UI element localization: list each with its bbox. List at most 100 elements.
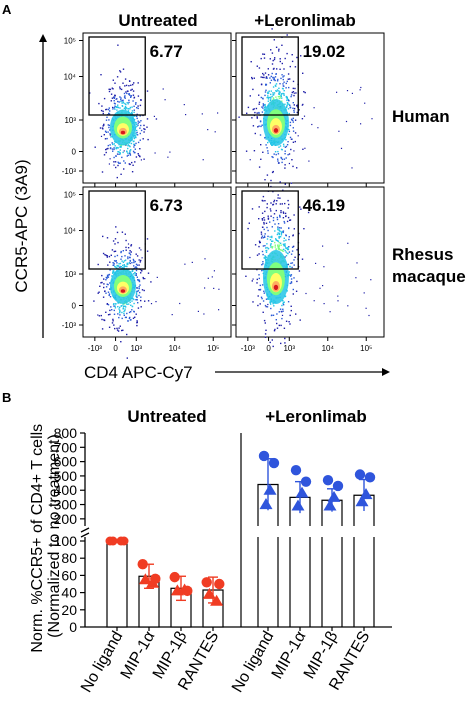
flow-event <box>280 210 282 212</box>
flow-event <box>130 311 132 313</box>
data-point <box>359 488 373 500</box>
flow-event <box>132 164 134 166</box>
flow-event <box>167 156 169 158</box>
flow-event <box>129 106 132 109</box>
flow-event <box>137 122 139 124</box>
flow-event <box>283 240 285 242</box>
flow-event <box>105 119 108 121</box>
flow-event <box>122 329 124 331</box>
data-point <box>322 475 334 486</box>
flow-event <box>251 76 253 79</box>
flow-event <box>287 108 290 110</box>
flow-event <box>264 322 266 324</box>
flow-event <box>294 256 296 258</box>
flow-event <box>279 60 281 63</box>
flow-event <box>114 108 116 110</box>
flow-event <box>133 109 135 111</box>
flow-event <box>123 92 126 95</box>
flow-event <box>275 209 277 212</box>
flow-event <box>286 220 289 223</box>
flow-event <box>263 74 265 76</box>
flow-event <box>263 108 266 111</box>
flow-event <box>132 258 135 261</box>
flow-event <box>264 233 266 235</box>
flow-event <box>144 128 146 131</box>
flow-event <box>142 277 145 280</box>
flow-event <box>263 290 265 292</box>
flow-event <box>135 299 137 301</box>
flow-event <box>283 301 285 303</box>
flow-event <box>169 151 171 153</box>
flow-event <box>266 174 269 176</box>
flow-event <box>282 230 285 232</box>
flow-event <box>289 274 291 276</box>
flow-event <box>276 327 279 329</box>
flow-y-tick-label: -10³ <box>62 321 77 330</box>
flow-event <box>143 131 145 133</box>
flow-event <box>319 287 321 289</box>
flow-event <box>270 301 272 303</box>
flow-event <box>124 85 126 87</box>
flow-event <box>108 88 110 90</box>
flow-event <box>267 96 270 99</box>
flow-event <box>286 104 288 106</box>
flow-event <box>315 262 317 264</box>
flow-event <box>107 304 110 306</box>
flow-event <box>213 287 215 289</box>
flow-plot-frame <box>82 186 232 338</box>
flow-event <box>272 219 275 222</box>
flow-event <box>269 58 271 60</box>
flow-event <box>115 106 117 108</box>
flow-event <box>281 74 283 76</box>
flow-event <box>119 309 121 312</box>
flow-event <box>109 261 111 263</box>
flow-x-tick-label: 10⁴ <box>322 344 335 353</box>
flow-event <box>262 195 265 198</box>
flow-event <box>266 238 269 240</box>
flow-event <box>137 82 139 84</box>
flow-event <box>116 264 118 267</box>
flow-event <box>263 221 265 224</box>
flow-event <box>293 107 296 110</box>
flow-event <box>271 144 273 146</box>
flow-event <box>121 100 123 102</box>
flow-event <box>136 276 138 278</box>
flow-event <box>264 179 266 181</box>
flow-event <box>274 223 276 225</box>
flow-event <box>113 96 116 98</box>
data-point <box>263 483 277 495</box>
flow-event <box>103 154 106 156</box>
flow-event <box>140 249 142 251</box>
data-point <box>137 559 148 570</box>
flow-event <box>133 137 136 140</box>
flow-event <box>121 317 123 320</box>
flow-event <box>118 316 120 319</box>
flow-event <box>125 246 127 249</box>
flow-event <box>269 244 272 246</box>
flow-event <box>329 311 331 313</box>
flow-event <box>238 116 240 118</box>
flow-event <box>130 304 132 306</box>
flow-event <box>139 127 141 129</box>
flow-event <box>128 262 131 264</box>
flow-event <box>269 99 272 101</box>
flow-event <box>288 251 291 253</box>
flow-event <box>265 89 267 91</box>
flow-event <box>110 100 112 102</box>
flow-event <box>308 160 310 162</box>
flow-event <box>257 126 259 128</box>
flow-event <box>139 291 141 294</box>
flow-event <box>277 158 279 160</box>
flow-gate <box>88 36 146 116</box>
flow-event <box>131 309 133 311</box>
flow-event <box>129 250 131 252</box>
flow-event <box>278 232 280 234</box>
flow-event <box>264 210 266 213</box>
flow-event <box>97 263 99 266</box>
flow-event <box>102 252 105 255</box>
flow-event <box>287 207 289 209</box>
flow-event <box>267 247 270 250</box>
flow-event <box>115 98 117 100</box>
flow-event <box>264 304 267 307</box>
flow-event <box>256 254 259 256</box>
